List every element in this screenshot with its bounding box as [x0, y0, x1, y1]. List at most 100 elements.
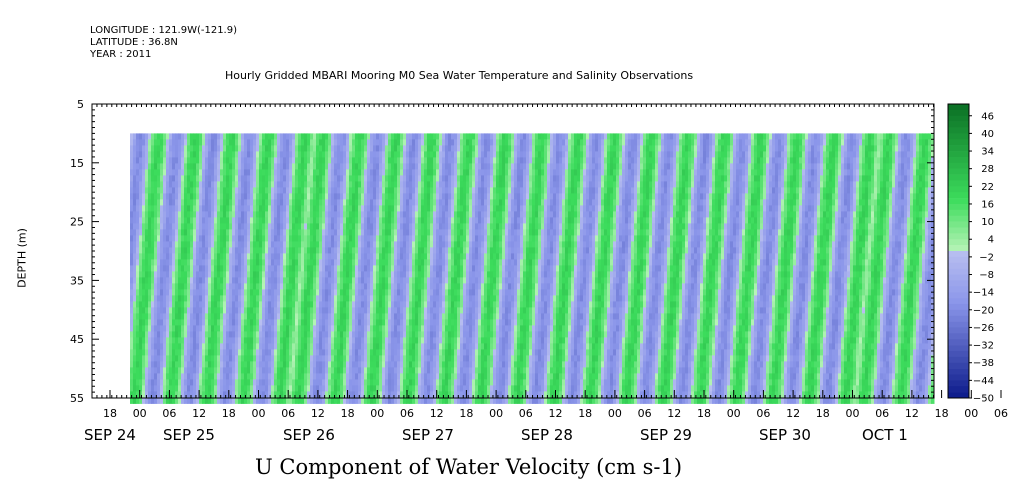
heatmap-cell	[202, 133, 206, 140]
heatmap-cell	[370, 145, 374, 152]
heatmap-cell	[382, 193, 386, 200]
heatmap-cell	[388, 367, 392, 374]
heatmap-cell	[346, 367, 350, 374]
heatmap-cell	[373, 277, 377, 284]
heatmap-cell	[451, 181, 455, 188]
heatmap-cell	[208, 235, 212, 242]
heatmap-cell	[235, 205, 239, 212]
heatmap-cell	[337, 295, 341, 302]
heatmap-cell	[310, 211, 314, 218]
heatmap-cell	[379, 193, 383, 200]
heatmap-cell	[370, 385, 374, 392]
heatmap-cell	[202, 283, 206, 290]
heatmap-cell	[259, 193, 263, 200]
heatmap-cell	[415, 265, 419, 272]
heatmap-cell	[412, 319, 416, 326]
heatmap-cell	[400, 313, 404, 320]
heatmap-cell	[343, 385, 347, 392]
heatmap-cell	[238, 247, 242, 254]
heatmap-cell	[154, 133, 158, 140]
heatmap-cell	[196, 223, 200, 230]
heatmap-cell	[130, 295, 134, 302]
heatmap-cell	[184, 223, 188, 230]
heatmap-cell	[409, 355, 413, 362]
heatmap-cell	[271, 361, 275, 368]
heatmap-cell	[304, 271, 308, 278]
heatmap-cell	[400, 145, 404, 152]
heatmap-cell	[316, 229, 320, 236]
heatmap-cell	[142, 199, 146, 206]
heatmap-cell	[232, 133, 236, 140]
heatmap-cell	[154, 385, 158, 392]
heatmap-cell	[364, 295, 368, 302]
heatmap-cell	[385, 367, 389, 374]
heatmap-cell	[175, 283, 179, 290]
heatmap-cell	[331, 343, 335, 350]
heatmap-cell	[289, 355, 293, 362]
heatmap-cell	[184, 295, 188, 302]
heatmap-cell	[265, 355, 269, 362]
heatmap-cell	[379, 289, 383, 296]
heatmap-cell	[178, 145, 182, 152]
heatmap-cell	[373, 319, 377, 326]
heatmap-cell	[418, 187, 422, 194]
heatmap-cell	[316, 157, 320, 164]
heatmap-cell	[205, 301, 209, 308]
heatmap-cell	[412, 349, 416, 356]
heatmap-cell	[187, 205, 191, 212]
heatmap-cell	[310, 151, 314, 158]
heatmap-cell	[259, 265, 263, 272]
heatmap-cell	[307, 199, 311, 206]
heatmap-cell	[412, 145, 416, 152]
heatmap-cell	[328, 361, 332, 368]
heatmap-cell	[436, 151, 440, 158]
heatmap-cell	[250, 223, 254, 230]
heatmap-cell	[346, 277, 350, 284]
heatmap-cell	[367, 169, 371, 176]
heatmap-cell	[223, 361, 227, 368]
heatmap-cell	[295, 133, 299, 140]
heatmap-cell	[220, 319, 224, 326]
heatmap-cell	[319, 313, 323, 320]
heatmap-cell	[385, 373, 389, 380]
heatmap-cell	[394, 283, 398, 290]
heatmap-cell	[310, 391, 314, 398]
heatmap-cell	[223, 337, 227, 344]
heatmap-cell	[325, 175, 329, 182]
heatmap-cell	[454, 343, 458, 350]
heatmap-cell	[286, 223, 290, 230]
heatmap-cell	[337, 337, 341, 344]
heatmap-cell	[145, 133, 149, 140]
heatmap-cell	[214, 241, 218, 248]
heatmap-cell	[352, 379, 356, 386]
heatmap-cell	[259, 145, 263, 152]
heatmap-cell	[208, 343, 212, 350]
heatmap-cell	[271, 277, 275, 284]
heatmap-cell	[208, 241, 212, 248]
heatmap-cell	[298, 193, 302, 200]
heatmap-cell	[337, 199, 341, 206]
heatmap-cell	[415, 241, 419, 248]
heatmap-cell	[274, 373, 278, 380]
heatmap-cell	[406, 247, 410, 254]
heatmap-cell	[385, 337, 389, 344]
heatmap-cell	[412, 289, 416, 296]
heatmap-cell	[367, 139, 371, 146]
heatmap-cell	[136, 241, 140, 248]
heatmap-cell	[451, 151, 455, 158]
heatmap-cell	[148, 139, 152, 146]
heatmap-cell	[253, 181, 257, 188]
heatmap-cell	[373, 175, 377, 182]
heatmap-cell	[214, 223, 218, 230]
heatmap-cell	[148, 169, 152, 176]
heatmap-cell	[295, 163, 299, 170]
heatmap-cell	[277, 325, 281, 332]
heatmap-cell	[259, 367, 263, 374]
heatmap-cell	[277, 397, 281, 404]
heatmap-cell	[361, 397, 365, 404]
heatmap-cell	[157, 319, 161, 326]
heatmap-cell	[382, 139, 386, 146]
heatmap-cell	[319, 175, 323, 182]
heatmap-cell	[247, 349, 251, 356]
heatmap-cell	[340, 157, 344, 164]
